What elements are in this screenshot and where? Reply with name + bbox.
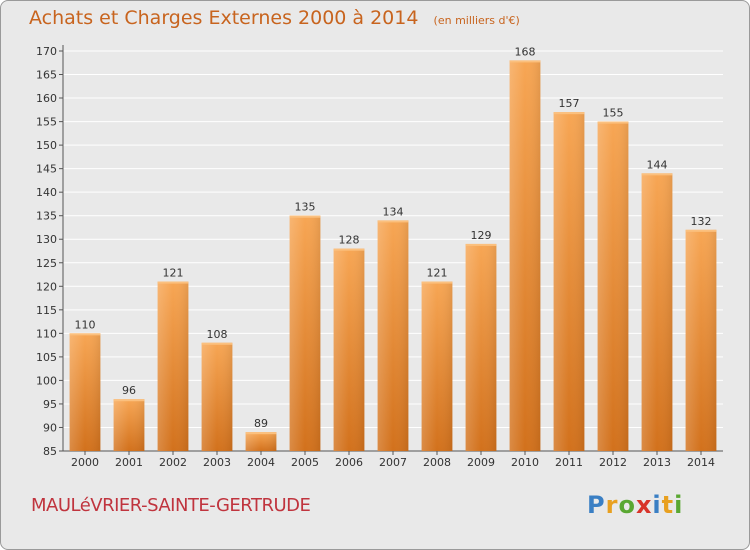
x-tick-label: 2007 — [379, 456, 407, 469]
bar-value-label: 108 — [207, 328, 228, 341]
x-tick-label: 2003 — [203, 456, 231, 469]
bar-cap — [201, 342, 233, 345]
y-tick-label: 105 — [36, 351, 57, 364]
bar-shade — [421, 281, 453, 451]
x-tick-label: 2013 — [643, 456, 671, 469]
y-tick-label: 130 — [36, 233, 57, 246]
x-tick-label: 2010 — [511, 456, 539, 469]
bar-cap — [377, 220, 409, 223]
bar-value-label: 155 — [603, 107, 624, 120]
bar-shade — [509, 60, 541, 451]
y-tick-label: 135 — [36, 210, 57, 223]
bar-value-label: 132 — [691, 215, 712, 228]
x-tick-label: 2006 — [335, 456, 363, 469]
x-tick-label: 2009 — [467, 456, 495, 469]
brand-letter: P — [587, 491, 606, 519]
bar-value-label: 144 — [647, 158, 668, 171]
bar-shade — [377, 220, 409, 451]
data-labels: 110 96 121 108 89 135 128 134 121 129 168 157 155 144… — [75, 45, 712, 430]
x-tick-label: 2014 — [687, 456, 715, 469]
bar-value-label: 110 — [75, 318, 96, 331]
bar-shade — [201, 342, 233, 451]
bar-cap — [69, 333, 101, 336]
proxiti-logo: Proxiti — [587, 491, 683, 519]
x-tick-label: 2011 — [555, 456, 583, 469]
commune-name: MAULéVRIER-SAINTE-GERTRUDE — [31, 495, 311, 516]
bar-cap — [465, 243, 497, 246]
chart-unit: (en milliers d'€) — [433, 14, 520, 27]
y-tick-label: 145 — [36, 163, 57, 176]
bar-shade — [157, 281, 189, 451]
bar-cap — [421, 281, 453, 284]
bar-cap — [113, 399, 145, 402]
y-tick-label: 170 — [36, 45, 57, 58]
brand-letter: i — [652, 491, 662, 519]
x-tick-label: 2002 — [159, 456, 187, 469]
bar-cap — [245, 432, 277, 435]
bar-value-label: 128 — [339, 234, 360, 247]
bar-value-label: 121 — [163, 267, 184, 280]
x-tick-label: 2004 — [247, 456, 275, 469]
y-tick-label: 140 — [36, 186, 57, 199]
bar-cap — [509, 60, 541, 63]
x-tick-label: 2000 — [71, 456, 99, 469]
brand-letter: t — [661, 491, 675, 519]
bar-value-label: 121 — [427, 267, 448, 280]
bar-value-label: 168 — [515, 45, 536, 58]
x-tick-label: 2008 — [423, 456, 451, 469]
bar-cap — [289, 215, 321, 218]
y-tick-label: 95 — [43, 398, 57, 411]
y-tick-label: 110 — [36, 327, 57, 340]
y-tick-label: 160 — [36, 92, 57, 105]
brand-letter: x — [635, 491, 653, 519]
bar-shade — [641, 173, 673, 451]
x-tick-label: 2001 — [115, 456, 143, 469]
x-tick-label: 2012 — [599, 456, 627, 469]
brand-letter: o — [618, 491, 636, 519]
bar-shade — [69, 333, 101, 451]
brand-letter: r — [605, 491, 619, 519]
x-tick-label: 2005 — [291, 456, 319, 469]
bar-shade — [553, 112, 585, 452]
bar-cap — [553, 112, 585, 115]
bar-value-label: 129 — [471, 229, 492, 242]
bar-shade — [245, 432, 277, 451]
bar-shade — [333, 248, 365, 451]
bar-cap — [597, 121, 629, 124]
bars — [69, 60, 717, 452]
bar-cap — [333, 248, 365, 251]
y-tick-label: 115 — [36, 304, 57, 317]
bar-value-label: 157 — [559, 97, 580, 110]
y-tick-label: 120 — [36, 280, 57, 293]
y-tick-label: 90 — [43, 421, 57, 434]
bar-shade — [113, 399, 145, 451]
bar-cap — [685, 229, 717, 232]
y-tick-label: 125 — [36, 257, 57, 270]
bar-value-label: 89 — [254, 417, 268, 430]
chart-title: Achats et Charges Externes 2000 à 2014 — [29, 7, 419, 29]
bar-shade — [685, 229, 717, 451]
axes: 85 90 95 100 105 110 115 120 125 130 135 140 145 150 1… — [36, 45, 723, 469]
bar-value-label: 134 — [383, 205, 404, 218]
bar-shade — [289, 215, 321, 451]
y-tick-label: 165 — [36, 69, 57, 82]
bar-shade — [465, 243, 497, 451]
brand-letter: i — [674, 491, 684, 519]
bar-value-label: 96 — [122, 384, 136, 397]
bar-cap — [157, 281, 189, 284]
title-block: Achats et Charges Externes 2000 à 2014 (… — [29, 7, 520, 29]
y-tick-label: 150 — [36, 139, 57, 152]
y-tick-label: 100 — [36, 374, 57, 387]
bar-cap — [641, 173, 673, 176]
bar-value-label: 135 — [295, 201, 316, 214]
y-tick-label: 85 — [43, 445, 57, 458]
y-tick-label: 155 — [36, 116, 57, 129]
bar-shade — [597, 121, 629, 452]
